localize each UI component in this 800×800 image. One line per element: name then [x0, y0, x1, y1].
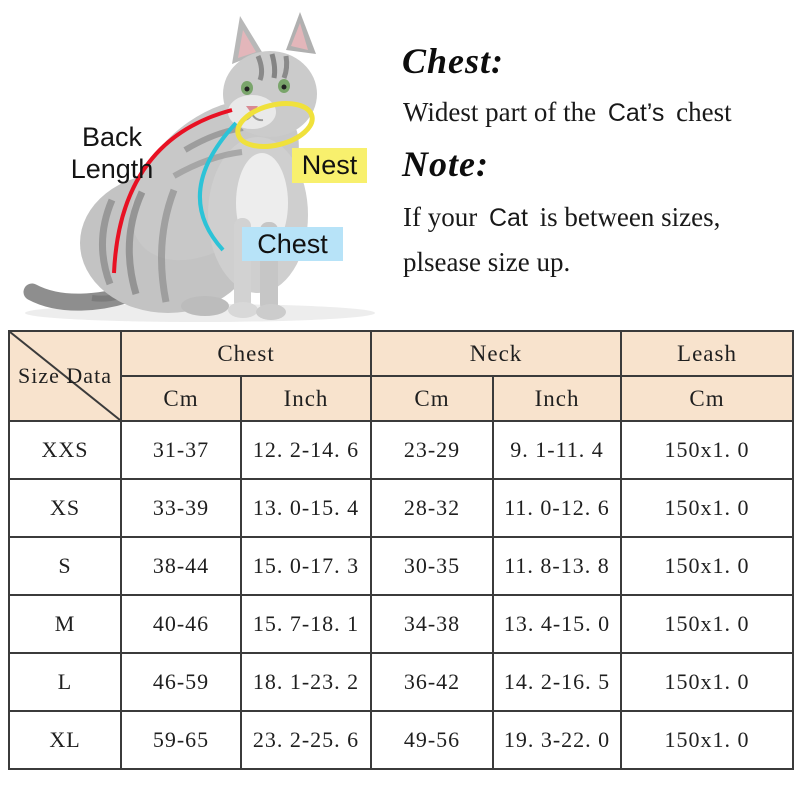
- size-table: Size Data Chest Neck Leash Cm Inch Cm In…: [8, 330, 795, 770]
- back-length-label-line1: Back: [81, 122, 143, 152]
- corner-label: Size Data: [18, 363, 112, 388]
- neck-ring: [235, 101, 315, 149]
- chest-label-text: Chest: [257, 228, 328, 259]
- note-line1-cat-word: Cat: [488, 204, 528, 232]
- note-line1-part1: If your: [403, 202, 478, 232]
- cat-head: [223, 12, 317, 137]
- subheader-chest-inch: Inch: [239, 375, 373, 422]
- table-row-xxs: XXS 31-37 12. 2-14. 6 23-29 9. 1-11. 4 1…: [8, 420, 795, 480]
- cat-measurement-figure: Back Length Nest Chest: [0, 0, 400, 330]
- cat-front-legs: [181, 218, 286, 320]
- back-length-label-line2: Length: [70, 153, 154, 184]
- table-cell: 150x1. 0: [620, 536, 795, 596]
- table-row-s: S 38-44 15. 0-17. 3 30-35 11. 8-13. 8 15…: [8, 536, 795, 596]
- table-cell: 36-42: [370, 652, 495, 712]
- subheader-neck-cm: Cm: [370, 375, 495, 422]
- table-cell: 46-59: [120, 652, 242, 712]
- table-cell: 150x1. 0: [620, 652, 795, 712]
- column-group-chest: Chest: [119, 330, 373, 377]
- table-cell: 59-65: [120, 710, 242, 770]
- column-group-neck: Neck: [370, 330, 623, 377]
- chest-description-part1: Widest part of the: [403, 97, 597, 127]
- table-cell: 150x1. 0: [620, 420, 795, 480]
- table-cell: 23. 2-25. 6: [239, 710, 373, 770]
- measurement-annotations: [112, 101, 315, 274]
- table-header-row-units: Cm Inch Cm Inch Cm: [9, 375, 795, 422]
- table-cell: 38-44: [120, 536, 242, 596]
- table-cell: 49-56: [370, 710, 495, 770]
- table-cell: 30-35: [370, 536, 495, 596]
- table-cell: 13. 0-15. 4: [239, 478, 373, 538]
- size-data-corner-cell: Size Data: [8, 330, 122, 422]
- size-cell: XS: [8, 478, 122, 538]
- nest-label: Nest: [292, 148, 367, 183]
- table-cell: 15. 0-17. 3: [239, 536, 373, 596]
- size-cell: XXS: [8, 420, 122, 480]
- size-cell: M: [8, 594, 122, 654]
- chest-description-cat-word: Cat’s: [607, 99, 665, 127]
- nest-label-text: Nest: [301, 150, 358, 180]
- table-cell: 18. 1-23. 2: [239, 652, 373, 712]
- table-cell: 40-46: [120, 594, 242, 654]
- table-cell: 33-39: [120, 478, 242, 538]
- table-cell: 11. 0-12. 6: [492, 478, 623, 538]
- chest-description: Widest part of the Cat’s chest: [403, 97, 732, 128]
- note-line1-part2: is between sizes,: [539, 202, 721, 232]
- note-heading: Note:: [402, 144, 489, 184]
- table-cell: 31-37: [120, 420, 242, 480]
- table-cell: 150x1. 0: [620, 478, 795, 538]
- note-line2: plsease size up.: [403, 247, 571, 277]
- size-cell: S: [8, 536, 122, 596]
- table-row-m: M 40-46 15. 7-18. 1 34-38 13. 4-15. 0 15…: [8, 594, 795, 654]
- chest-heading: Chest:: [402, 41, 505, 81]
- table-cell: 12. 2-14. 6: [239, 420, 373, 480]
- table-cell: 15. 7-18. 1: [239, 594, 373, 654]
- table-cell: 150x1. 0: [620, 594, 795, 654]
- table-cell: 28-32: [370, 478, 495, 538]
- table-cell: 13. 4-15. 0: [492, 594, 623, 654]
- table-cell: 11. 8-13. 8: [492, 536, 623, 596]
- back-length-label: Back Length: [60, 122, 164, 186]
- table-cell: 34-38: [370, 594, 495, 654]
- chest-label: Chest: [242, 227, 343, 261]
- table-header-row-groups: Size Data Chest Neck Leash: [8, 330, 795, 422]
- table-row-l: L 46-59 18. 1-23. 2 36-42 14. 2-16. 5 15…: [8, 652, 795, 712]
- table-cell: 150x1. 0: [620, 710, 795, 770]
- table-row-xl: XL 59-65 23. 2-25. 6 49-56 19. 3-22. 0 1…: [8, 710, 795, 770]
- corner-diagonal-line: [11, 333, 119, 419]
- chest-arc: [197, 121, 238, 252]
- table-cell: 19. 3-22. 0: [492, 710, 623, 770]
- subheader-chest-cm: Cm: [120, 375, 242, 422]
- subheader-leash-cm: Cm: [620, 375, 795, 422]
- back-length-arc: [112, 108, 233, 274]
- size-cell: L: [8, 652, 122, 712]
- table-cell: 14. 2-16. 5: [492, 652, 623, 712]
- table-row-xs: XS 33-39 13. 0-15. 4 28-32 11. 0-12. 6 1…: [8, 478, 795, 538]
- subheader-neck-inch: Inch: [492, 375, 623, 422]
- cat-nose: [246, 106, 258, 114]
- table-cell: 23-29: [370, 420, 495, 480]
- table-cell: 9. 1-11. 4: [492, 420, 623, 480]
- column-group-leash: Leash: [620, 330, 795, 377]
- chest-description-part2: chest: [676, 97, 732, 127]
- size-cell: XL: [8, 710, 122, 770]
- note-line1: If your Cat is between sizes,: [403, 202, 720, 233]
